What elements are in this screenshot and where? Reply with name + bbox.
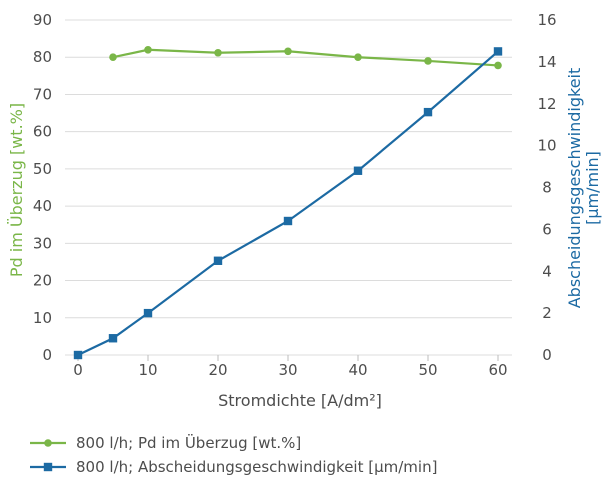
series-layer <box>73 45 503 360</box>
gridlines <box>65 19 512 361</box>
x-tick-label: 10 <box>138 361 157 379</box>
y-right-axis-title-line1: Abscheidungsgeschwindigkeit <box>565 68 584 309</box>
y-left-tick-label: 20 <box>33 272 52 290</box>
y-right-tick-label: 6 <box>542 220 552 238</box>
data-point <box>108 334 118 343</box>
data-point <box>283 216 293 226</box>
data-point <box>144 45 152 54</box>
y-left-tick-label: 90 <box>33 11 52 29</box>
y-left-tick-label: 0 <box>42 346 52 364</box>
x-tick-label: 60 <box>488 361 507 379</box>
data-point <box>423 107 433 117</box>
y-right-tick-label: 12 <box>537 95 556 113</box>
y-left-tick-label: 10 <box>33 309 52 327</box>
data-point <box>493 47 503 56</box>
y-left-tick-label: 70 <box>33 85 52 103</box>
y-left-axis-title: Pd im Überzug [wt.%] <box>7 103 26 277</box>
y-right-tick-label: 2 <box>542 304 552 322</box>
y-left-tick-label: 60 <box>33 123 52 141</box>
x-tick-label: 20 <box>208 361 227 379</box>
data-point <box>494 61 502 70</box>
x-axis-title: Stromdichte [A/dm²] <box>218 391 382 410</box>
x-tick-label: 50 <box>418 361 437 379</box>
data-point <box>213 256 223 265</box>
data-point <box>353 166 363 175</box>
y-left-tick-label: 50 <box>33 160 52 178</box>
y-right-tick-label: 8 <box>542 179 552 197</box>
tick-labels: 0 10 20 30 40 50 60 70 80 90 0 2 4 6 8 10 12 14 16 0 10 20 30 4… <box>33 11 557 379</box>
y-right-axis-title-line2: [µm/min] <box>583 151 602 225</box>
y-right-tick-label: 10 <box>537 137 556 155</box>
series-line-2 <box>77 50 499 356</box>
legend: 800 l/h; Pd im Überzug [wt.%] 800 l/h; Ab… <box>30 433 437 476</box>
y-right-tick-label: 4 <box>542 262 552 280</box>
x-tick-label: 30 <box>278 361 297 379</box>
legend-label: 800 l/h; Abscheidungsgeschwindigkeit [µm… <box>76 458 437 476</box>
data-point <box>73 350 83 360</box>
data-point <box>424 57 432 65</box>
legend-marker <box>43 462 53 472</box>
data-point <box>284 47 292 56</box>
data-point <box>214 48 222 57</box>
y-right-tick-label: 16 <box>537 11 556 29</box>
y-left-tick-label: 80 <box>33 48 52 66</box>
y-left-tick-label: 30 <box>33 234 52 252</box>
legend-label: 800 l/h; Pd im Überzug [wt.%] <box>76 433 301 452</box>
x-tick-label: 40 <box>348 361 367 379</box>
y-left-tick-label: 40 <box>33 197 52 215</box>
y-right-tick-label: 0 <box>542 346 552 364</box>
legend-marker <box>44 439 52 447</box>
data-point <box>109 53 117 62</box>
y-right-tick-label: 14 <box>537 53 556 71</box>
data-point <box>143 308 153 318</box>
data-point <box>354 53 362 62</box>
x-tick-label: 0 <box>73 361 83 379</box>
